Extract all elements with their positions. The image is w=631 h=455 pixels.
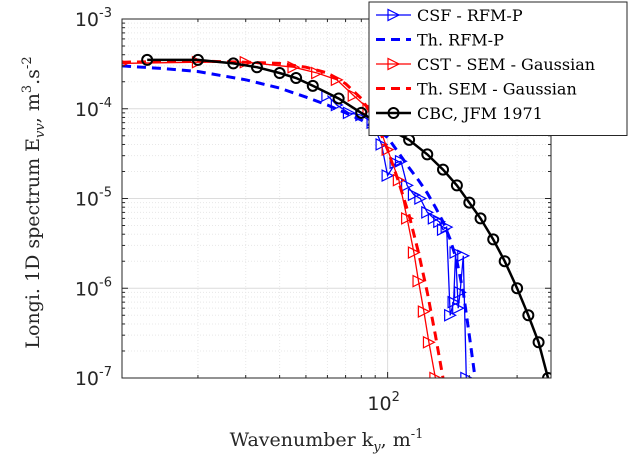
- data-point: [437, 163, 450, 176]
- legend-marker: [387, 57, 401, 71]
- data-point: [454, 285, 467, 299]
- y-tick-label: 10-7: [75, 365, 112, 390]
- data-point: [457, 249, 471, 263]
- legend-box: [368, 1, 628, 136]
- legend-entry: CST - SEM - Gaussian: [376, 55, 595, 74]
- data-point: [421, 205, 435, 219]
- data-point: [449, 246, 463, 260]
- legend-label: CST - SEM - Gaussian: [417, 55, 595, 74]
- legend-label: Th. RFM-P: [417, 31, 504, 50]
- series-line: [122, 64, 477, 378]
- data-point: [250, 61, 263, 74]
- data-point: [401, 211, 414, 225]
- data-point: [498, 255, 511, 268]
- data-point: [401, 178, 414, 192]
- series-line: [122, 59, 445, 378]
- legend-label: CBC, JFM 1971: [417, 104, 543, 123]
- tick-labels: 10-3 10-4 10-5 10-6 10-7 102: [75, 6, 400, 415]
- data-point: [347, 89, 361, 103]
- data-point: [532, 336, 545, 349]
- data-point: [450, 179, 463, 192]
- legend: CSF - RFM-P Th. RFM-P CST - SEM - Gaussian…: [368, 1, 628, 136]
- data-point: [306, 79, 319, 92]
- x-tick-label: 102: [367, 390, 399, 415]
- series-line: [147, 58, 550, 378]
- data-point: [444, 308, 457, 322]
- data-point: [290, 72, 303, 85]
- data-point: [422, 335, 436, 349]
- series-layer: [122, 53, 551, 378]
- data-point: [417, 305, 431, 319]
- data-point: [412, 274, 426, 288]
- legend-entry: Th. RFM-P: [376, 31, 504, 50]
- data-point: [414, 192, 428, 205]
- data-point: [141, 53, 154, 66]
- data-point: [440, 220, 454, 234]
- data-point: [429, 371, 443, 378]
- data-point: [421, 148, 434, 161]
- data-point: [474, 212, 487, 225]
- data-point: [191, 53, 204, 66]
- data-point: [407, 246, 421, 260]
- legend-label: CSF - RFM-P: [417, 6, 523, 25]
- data-point: [436, 223, 450, 237]
- y-tick-label: 10-5: [75, 186, 112, 211]
- legend-marker: [387, 8, 401, 22]
- y-tick-label: 10-6: [75, 275, 112, 300]
- y-axis-title: Longi. 1D spectrum Evv, m3.s-2: [20, 56, 48, 348]
- data-point: [487, 233, 500, 246]
- x-axis-title: Wavenumber ky, m-1: [230, 427, 424, 455]
- legend-entry: CBC, JFM 1971: [376, 104, 543, 123]
- data-point: [522, 309, 535, 322]
- y-tick-label: 10-3: [75, 6, 112, 31]
- legend-marker: [387, 107, 400, 119]
- legend-entry: CSF - RFM-P: [376, 6, 523, 25]
- data-point: [332, 92, 345, 105]
- data-point: [407, 188, 421, 202]
- data-point: [542, 372, 551, 378]
- series-3: [122, 59, 445, 378]
- data-point: [452, 301, 466, 315]
- series-1: [122, 64, 477, 378]
- data-point: [381, 169, 395, 183]
- data-point: [227, 57, 240, 70]
- series-line: [326, 95, 467, 378]
- y-tick-label: 10-4: [75, 96, 112, 121]
- data-point: [447, 295, 461, 309]
- data-point: [273, 67, 286, 80]
- legend-label: Th. SEM - Gaussian: [417, 80, 577, 99]
- data-point: [511, 282, 524, 295]
- data-point: [463, 196, 476, 209]
- data-point: [355, 106, 368, 119]
- data-point: [392, 173, 406, 187]
- data-point: [460, 371, 474, 378]
- legend-entry: Th. SEM - Gaussian: [376, 80, 577, 99]
